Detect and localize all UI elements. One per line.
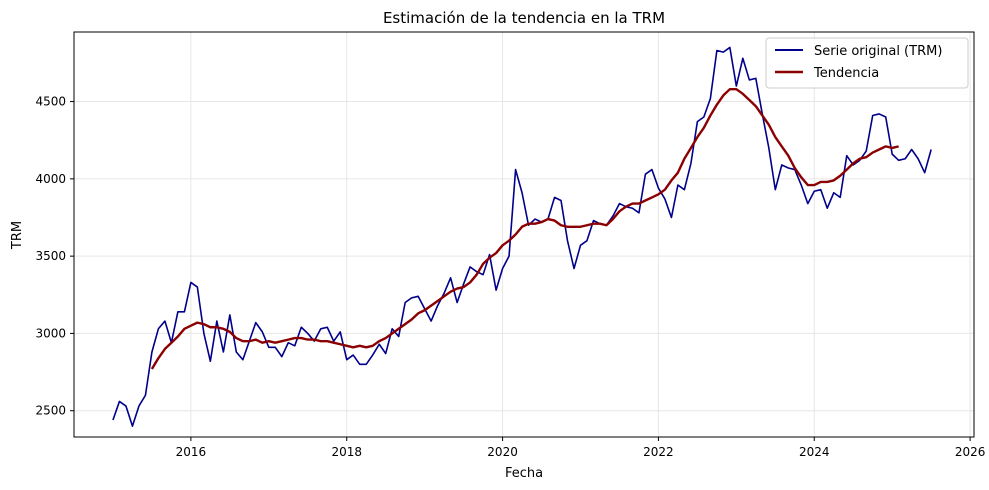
x-tick-label: 2020: [487, 445, 518, 459]
y-axis-label: TRM: [10, 221, 25, 250]
legend-label-original: Serie original (TRM): [814, 44, 942, 59]
plot-frame: [73, 31, 975, 438]
x-tick-label: 2024: [799, 445, 830, 459]
trend-series-line: [150, 87, 899, 370]
legend-label-trend: Tendencia: [813, 66, 879, 81]
y-tick-label: 3500: [35, 249, 66, 263]
chart-title: Estimación de la tendencia en la TRM: [383, 9, 665, 27]
y-tick-label: 4000: [35, 172, 66, 186]
x-tick-label: 2018: [331, 445, 362, 459]
y-tick-label: 2500: [35, 404, 66, 418]
legend-box: [765, 37, 969, 89]
y-tick-label: 4500: [35, 95, 66, 109]
ticks: 2016 2018 2020 2022 2024 2026 2500 3000 3500 4000…: [35, 95, 985, 459]
series-layer: [112, 46, 932, 427]
x-tick-label: 2022: [643, 445, 674, 459]
x-tick-label: 2026: [955, 445, 986, 459]
x-axis-label: Fecha: [505, 466, 543, 481]
grid: [74, 32, 974, 437]
x-tick-label: 2016: [176, 445, 207, 459]
legend: Serie original (TRM) Tendencia: [765, 37, 969, 89]
y-tick-label: 3000: [35, 326, 66, 340]
